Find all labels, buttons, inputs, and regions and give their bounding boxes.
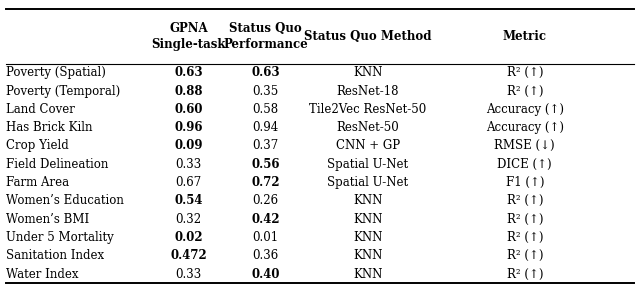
Text: R² (↑): R² (↑) bbox=[506, 194, 543, 207]
Text: 0.37: 0.37 bbox=[252, 140, 279, 152]
Text: 0.54: 0.54 bbox=[175, 194, 203, 207]
Text: KNN: KNN bbox=[353, 231, 383, 244]
Text: Status Quo Method: Status Quo Method bbox=[304, 30, 432, 42]
Text: Women’s BMI: Women’s BMI bbox=[6, 213, 90, 226]
Text: 0.09: 0.09 bbox=[175, 140, 203, 152]
Text: 0.472: 0.472 bbox=[170, 249, 207, 262]
Text: ResNet-18: ResNet-18 bbox=[337, 85, 399, 97]
Text: 0.02: 0.02 bbox=[175, 231, 203, 244]
Text: 0.40: 0.40 bbox=[252, 268, 280, 281]
Text: Sanitation Index: Sanitation Index bbox=[6, 249, 104, 262]
Text: KNN: KNN bbox=[353, 268, 383, 281]
Text: R² (↑): R² (↑) bbox=[506, 268, 543, 281]
Text: 0.72: 0.72 bbox=[252, 176, 280, 189]
Text: 0.42: 0.42 bbox=[252, 213, 280, 226]
Text: DICE (↑): DICE (↑) bbox=[497, 158, 552, 171]
Text: 0.56: 0.56 bbox=[252, 158, 280, 171]
Text: Water Index: Water Index bbox=[6, 268, 79, 281]
Text: Spatial U-Net: Spatial U-Net bbox=[328, 158, 408, 171]
Text: Accuracy (↑): Accuracy (↑) bbox=[486, 103, 564, 116]
Text: Women’s Education: Women’s Education bbox=[6, 194, 124, 207]
Text: 0.36: 0.36 bbox=[252, 249, 279, 262]
Text: Crop Yield: Crop Yield bbox=[6, 140, 69, 152]
Text: Metric: Metric bbox=[503, 30, 547, 42]
Text: 0.58: 0.58 bbox=[253, 103, 278, 116]
Text: 0.32: 0.32 bbox=[176, 213, 202, 226]
Text: Field Delineation: Field Delineation bbox=[6, 158, 109, 171]
Text: 0.63: 0.63 bbox=[252, 66, 280, 79]
Text: 0.33: 0.33 bbox=[175, 268, 202, 281]
Text: Tile2Vec ResNet-50: Tile2Vec ResNet-50 bbox=[309, 103, 427, 116]
Text: Spatial U-Net: Spatial U-Net bbox=[328, 176, 408, 189]
Text: 0.94: 0.94 bbox=[252, 121, 279, 134]
Text: R² (↑): R² (↑) bbox=[506, 85, 543, 97]
Text: 0.01: 0.01 bbox=[253, 231, 278, 244]
Text: 0.63: 0.63 bbox=[175, 66, 203, 79]
Text: R² (↑): R² (↑) bbox=[506, 213, 543, 226]
Text: KNN: KNN bbox=[353, 194, 383, 207]
Text: 0.67: 0.67 bbox=[175, 176, 202, 189]
Text: R² (↑): R² (↑) bbox=[506, 249, 543, 262]
Text: KNN: KNN bbox=[353, 249, 383, 262]
Text: 0.35: 0.35 bbox=[252, 85, 279, 97]
Text: 0.33: 0.33 bbox=[175, 158, 202, 171]
Text: 0.26: 0.26 bbox=[253, 194, 278, 207]
Text: RMSE (↓): RMSE (↓) bbox=[495, 140, 555, 152]
Text: Farm Area: Farm Area bbox=[6, 176, 70, 189]
Text: 0.96: 0.96 bbox=[175, 121, 203, 134]
Text: ResNet-50: ResNet-50 bbox=[337, 121, 399, 134]
Text: R² (↑): R² (↑) bbox=[506, 66, 543, 79]
Text: CNN + GP: CNN + GP bbox=[336, 140, 400, 152]
Text: Under 5 Mortality: Under 5 Mortality bbox=[6, 231, 114, 244]
Text: KNN: KNN bbox=[353, 66, 383, 79]
Text: F1 (↑): F1 (↑) bbox=[506, 176, 544, 189]
Text: KNN: KNN bbox=[353, 213, 383, 226]
Text: GPNA
Single-task: GPNA Single-task bbox=[152, 22, 226, 51]
Text: 0.88: 0.88 bbox=[175, 85, 203, 97]
Text: Land Cover: Land Cover bbox=[6, 103, 76, 116]
Text: Accuracy (↑): Accuracy (↑) bbox=[486, 121, 564, 134]
Text: Has Brick Kiln: Has Brick Kiln bbox=[6, 121, 93, 134]
Text: Status Quo
Performance: Status Quo Performance bbox=[223, 22, 308, 51]
Text: R² (↑): R² (↑) bbox=[506, 231, 543, 244]
Text: Poverty (Spatial): Poverty (Spatial) bbox=[6, 66, 106, 79]
Text: 0.60: 0.60 bbox=[175, 103, 203, 116]
Text: Poverty (Temporal): Poverty (Temporal) bbox=[6, 85, 121, 97]
